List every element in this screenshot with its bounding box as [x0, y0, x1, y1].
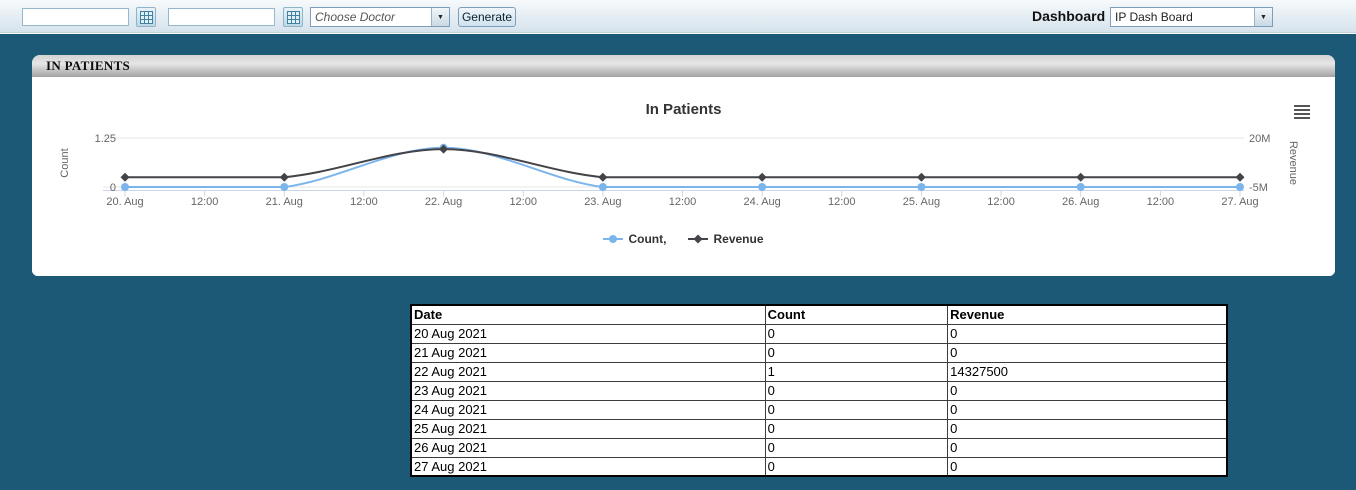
table-cell: 14327500: [947, 361, 1228, 382]
svg-text:12:00: 12:00: [987, 196, 1015, 208]
table-header-cell: Date: [410, 304, 766, 325]
table-cell: 21 Aug 2021: [410, 342, 766, 363]
svg-text:1.25: 1.25: [95, 133, 116, 145]
svg-text:12:00: 12:00: [828, 196, 856, 208]
table-header-row: Date Count Revenue: [410, 304, 1228, 325]
svg-text:0: 0: [110, 182, 116, 194]
table-row: 26 Aug 2021 0 0: [410, 437, 1228, 458]
doctor-select-value: Choose Doctor: [315, 10, 396, 24]
svg-text:12:00: 12:00: [669, 196, 697, 208]
chart-plot[interactable]: 20. Aug 12:00 21. Aug 12:00 22. Aug 12:00 23. …: [32, 77, 1335, 276]
table-cell: 0: [764, 323, 949, 344]
date-to-input[interactable]: [168, 8, 275, 26]
table-cell: 27 Aug 2021: [410, 456, 766, 477]
chart-title: In Patients: [645, 101, 722, 118]
revenue-line-marker-icon: [688, 234, 709, 244]
table-row: 23 Aug 2021 0 0: [410, 380, 1228, 401]
chart-container: In Patients 20. Aug 12:00 21. Aug 12:00 22. …: [32, 77, 1335, 276]
table-cell: 0: [764, 418, 949, 439]
in-patients-panel: IN PATIENTS In Patients 20. Aug 12:00 21. …: [32, 55, 1335, 276]
svg-text:22. Aug: 22. Aug: [425, 196, 462, 208]
svg-text:12:00: 12:00: [509, 196, 537, 208]
chart-menu-button[interactable]: [1294, 105, 1310, 120]
svg-text:12:00: 12:00: [350, 196, 378, 208]
svg-text:24. Aug: 24. Aug: [743, 196, 780, 208]
table-row: 27 Aug 2021 0 0: [410, 456, 1228, 477]
dashboard-select-value: IP Dash Board: [1115, 10, 1193, 24]
svg-text:20M: 20M: [1249, 133, 1270, 145]
page-background: IN PATIENTS In Patients 20. Aug 12:00 21. …: [0, 34, 1356, 490]
table-cell: 0: [947, 380, 1228, 401]
table-row: 25 Aug 2021 0 0: [410, 418, 1228, 439]
doctor-select[interactable]: Choose Doctor ▼: [310, 7, 450, 27]
table-cell: 0: [947, 437, 1228, 458]
table-cell: 0: [947, 456, 1228, 477]
svg-text:20. Aug: 20. Aug: [106, 196, 143, 208]
table-cell: 0: [764, 456, 949, 477]
svg-text:25. Aug: 25. Aug: [903, 196, 940, 208]
svg-text:-5M: -5M: [1249, 182, 1268, 194]
table-cell: 0: [764, 399, 949, 420]
chevron-down-icon: ▼: [1254, 8, 1272, 26]
table-row: 24 Aug 2021 0 0: [410, 399, 1228, 420]
table-cell: 20 Aug 2021: [410, 323, 766, 344]
results-table-wrap: Date Count Revenue 20 Aug 2021 0 0 21 Aug 202…: [410, 304, 1228, 477]
table-row: 21 Aug 2021 0 0: [410, 342, 1228, 363]
table-cell: 23 Aug 2021: [410, 380, 766, 401]
calendar-icon: [139, 10, 153, 24]
date-to-calendar-button[interactable]: [283, 7, 303, 27]
calendar-icon: [286, 10, 300, 24]
table-cell: 0: [947, 342, 1228, 363]
table-cell: 1: [764, 361, 949, 382]
svg-text:Count: Count: [59, 148, 71, 177]
chevron-down-icon: ▼: [431, 8, 449, 26]
chart-legend: Count, Revenue: [32, 232, 1335, 246]
table-cell: 24 Aug 2021: [410, 399, 766, 420]
svg-text:23. Aug: 23. Aug: [584, 196, 621, 208]
legend-label: Count,: [628, 232, 667, 246]
panel-header: IN PATIENTS: [32, 55, 1335, 77]
table-cell: 0: [764, 342, 949, 363]
legend-item-revenue[interactable]: Revenue: [688, 232, 764, 246]
table-row: 22 Aug 2021 1 14327500: [410, 361, 1228, 382]
table-cell: 26 Aug 2021: [410, 437, 766, 458]
top-toolbar: Choose Doctor ▼ Generate Dashboard IP Da…: [0, 0, 1356, 33]
legend-label: Revenue: [713, 232, 764, 246]
table-cell: 22 Aug 2021: [410, 361, 766, 382]
date-from-calendar-button[interactable]: [136, 7, 156, 27]
count-line-marker-icon: [603, 235, 624, 243]
dashboard-select[interactable]: IP Dash Board ▼: [1110, 7, 1273, 27]
table-cell: 0: [947, 418, 1228, 439]
table-cell: 0: [947, 323, 1228, 344]
svg-text:21. Aug: 21. Aug: [266, 196, 303, 208]
generate-button[interactable]: Generate: [458, 7, 516, 27]
date-from-input[interactable]: [22, 8, 129, 26]
dashboard-label: Dashboard: [1032, 8, 1106, 24]
svg-text:12:00: 12:00: [1147, 196, 1175, 208]
table-cell: 25 Aug 2021: [410, 418, 766, 439]
svg-text:27. Aug: 27. Aug: [1221, 196, 1258, 208]
table-cell: 0: [764, 437, 949, 458]
table-cell: 0: [947, 399, 1228, 420]
svg-text:26. Aug: 26. Aug: [1062, 196, 1099, 208]
legend-item-count[interactable]: Count,: [603, 232, 666, 246]
svg-text:Revenue: Revenue: [1287, 141, 1299, 185]
table-row: 20 Aug 2021 0 0: [410, 323, 1228, 344]
table-cell: 0: [764, 380, 949, 401]
svg-text:12:00: 12:00: [191, 196, 219, 208]
data-table: Date Count Revenue 20 Aug 2021 0 0 21 Aug 202…: [410, 304, 1228, 477]
table-header-cell: Count: [764, 304, 949, 325]
table-header-cell: Revenue: [947, 304, 1228, 325]
